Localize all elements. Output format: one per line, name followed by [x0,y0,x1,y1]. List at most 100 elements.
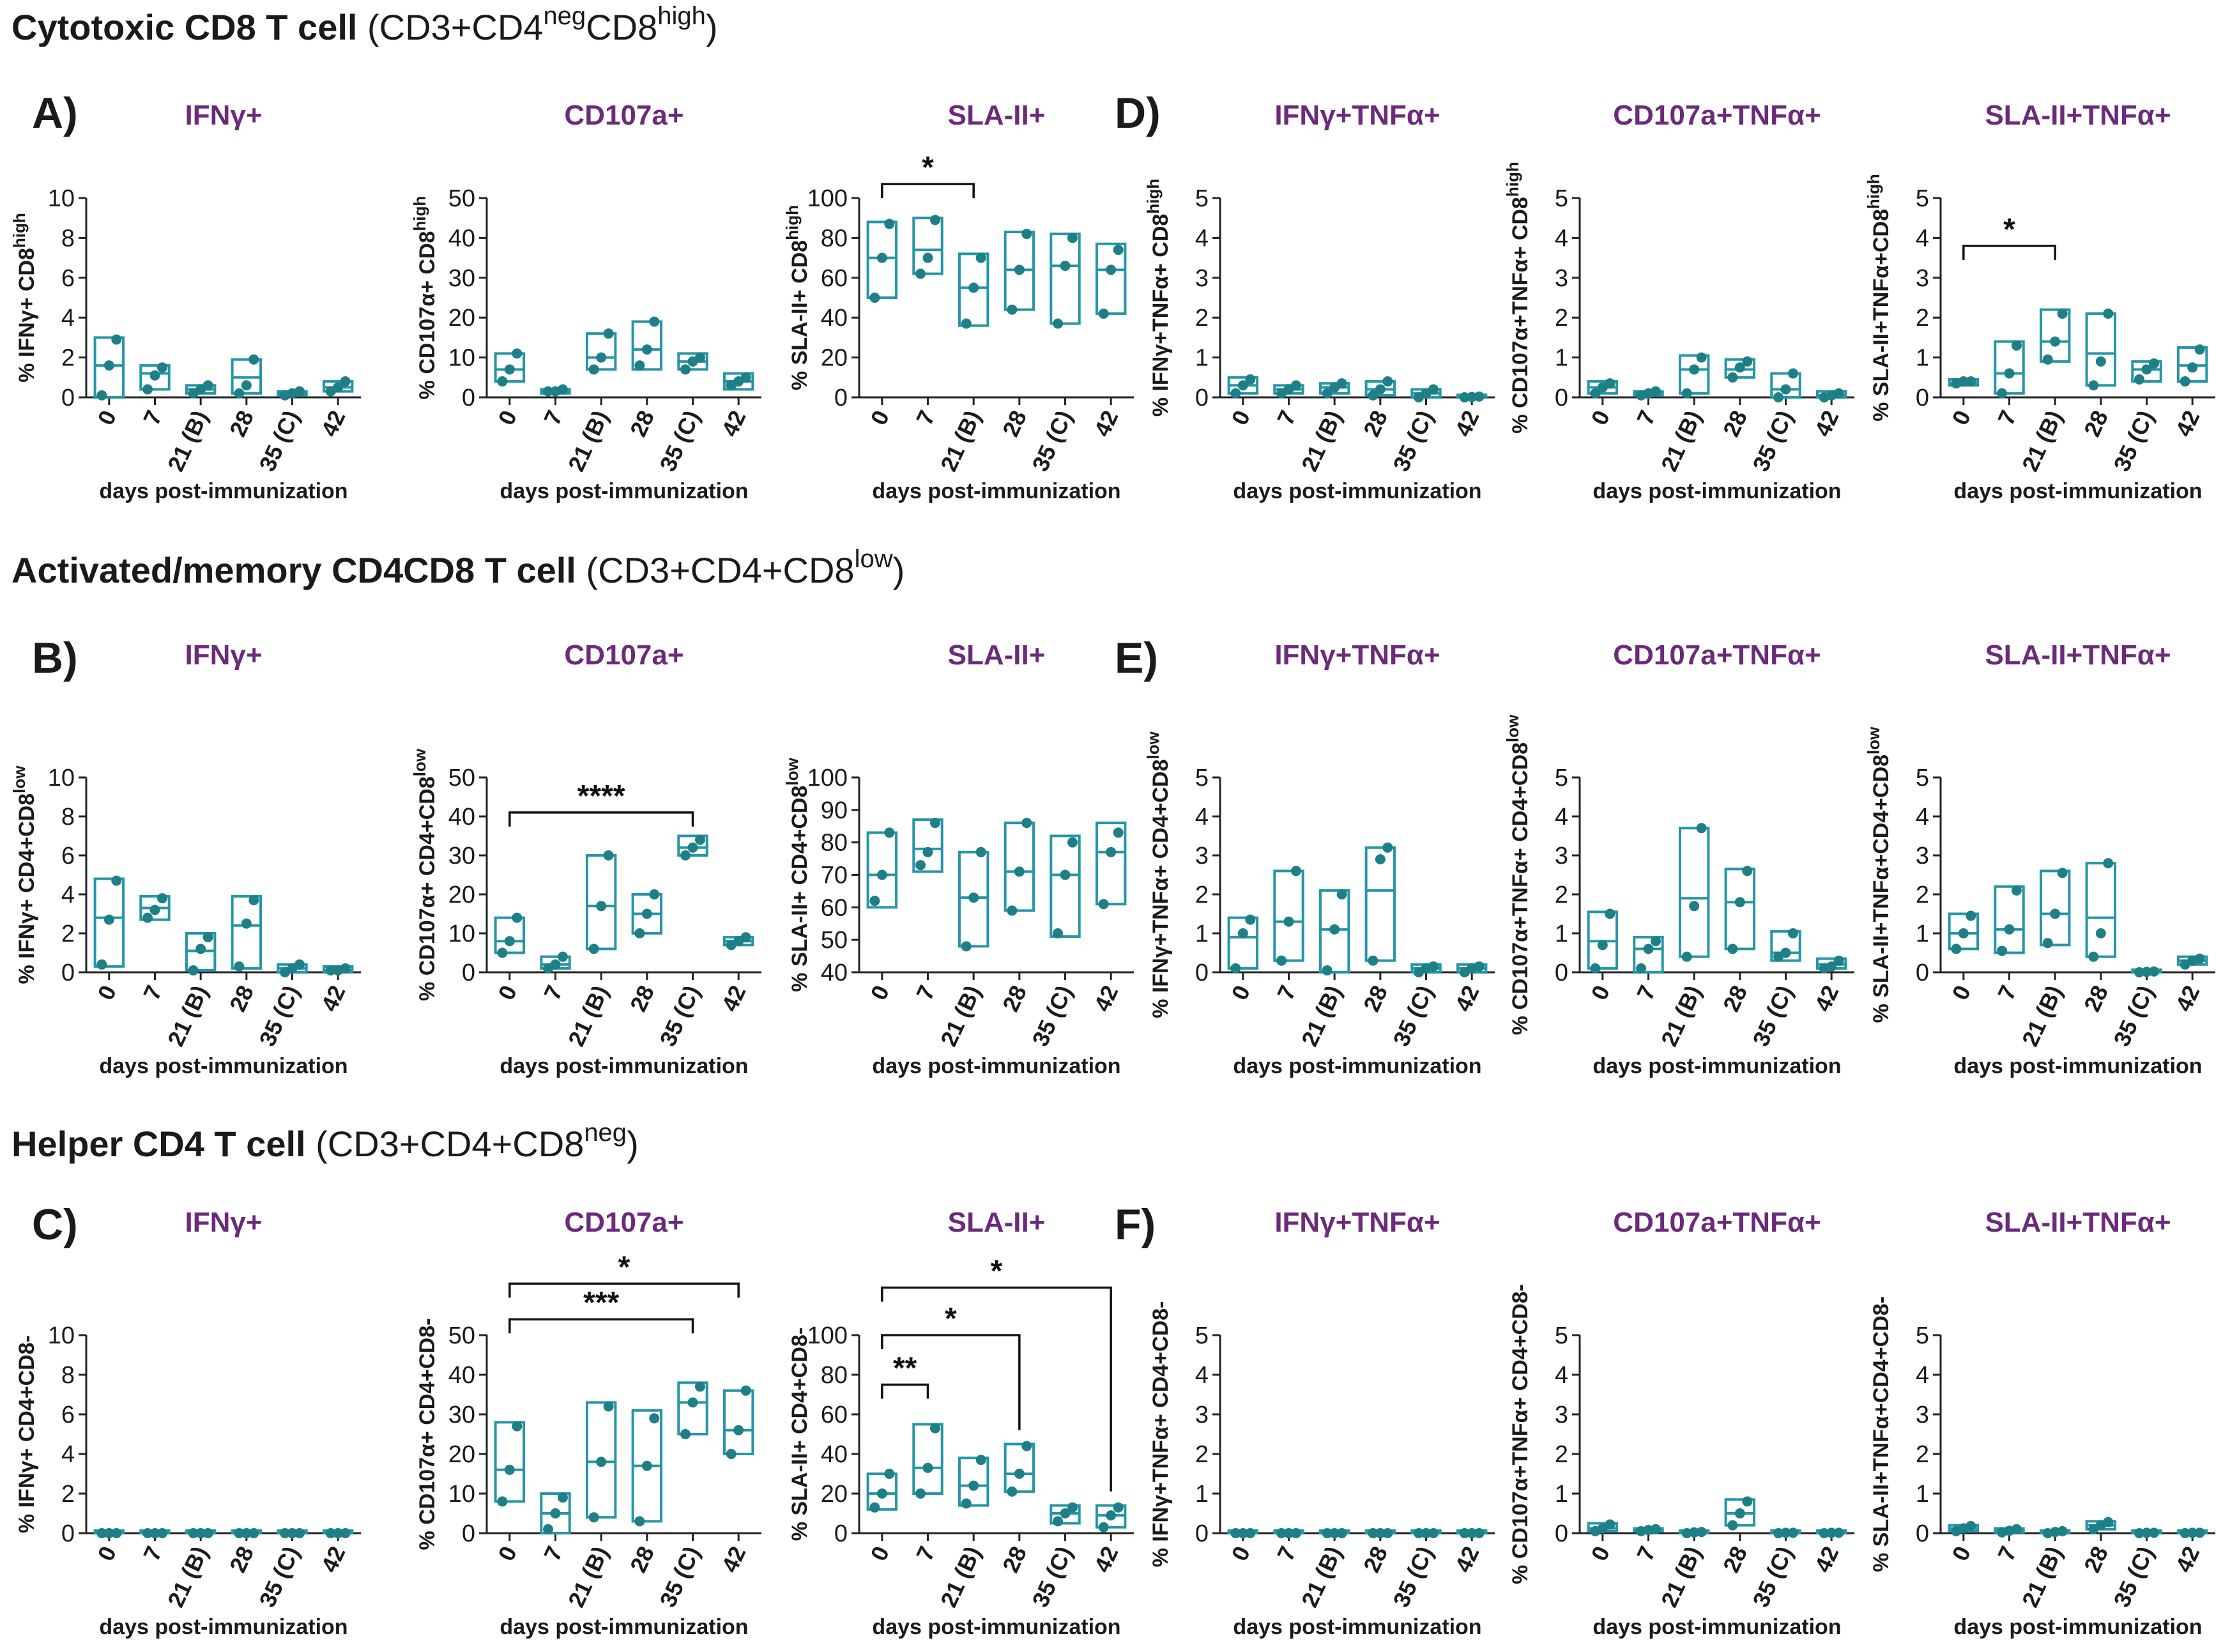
y-tick-label: 80 [821,225,848,252]
section-title-bold: Cytotoxic CD8 T cell [11,7,367,47]
data-point [641,344,652,355]
chart-panel-r1c3: IFNγ+TNFα+ 0 1 2 3 4 5 % IFNγ+TNFα+ CD4+CD8low 0… [1143,639,1495,1078]
y-tick-label: 5 [1555,185,1568,212]
data-point [1826,961,1837,972]
significance-bracket [508,1282,740,1298]
data-point [649,1413,660,1424]
box-4 [1770,929,1801,962]
data-point [1734,1508,1745,1518]
y-tick-label: 2 [1555,1441,1568,1468]
data-point [103,360,114,371]
data-point [869,1502,880,1513]
data-point [641,1460,652,1471]
data-point [504,936,515,947]
y-axis-label-text: % CD107α+TNFα+ CD4+CD8- [1508,1284,1532,1584]
significance-bracket [881,1334,1021,1430]
y-axis-label: % SLA-II+ CD4+CD8- [788,1327,812,1541]
y-axis-label-text: % SLA-II+ CD8 [788,240,812,390]
data-point [922,846,933,857]
x-tick-label: 21 (B) [1656,406,1706,475]
y-tick-label: 0 [61,1520,75,1547]
section-title-text: (CD3+CD4+CD8 [586,550,854,590]
significance-label: ** [893,1352,917,1386]
data-point [1060,1508,1071,1518]
y-tick-label: 20 [821,345,848,372]
box-2 [585,854,617,951]
x-tick-label: 35 (C) [2108,1542,2158,1611]
x-tick-label: 0 [92,1542,121,1564]
box-0 [494,916,526,954]
data-point [1375,854,1386,865]
box-2 [1678,827,1710,958]
data-point [96,959,107,970]
y-axis-label-text: % CD107α+ CD4+CD8- [415,1319,439,1550]
y-tick-label: 5 [1195,765,1209,792]
x-tick-label: 35 (C) [654,981,705,1050]
section-title-text: (CD3+CD4 [367,7,543,47]
y-tick-label: 6 [61,1402,75,1428]
data-point [1014,264,1025,275]
x-tick-label: 28 [224,1542,259,1577]
data-point [1290,866,1301,876]
box-4 [1050,233,1081,325]
box-0 [866,831,898,909]
x-tick-label: 21 (B) [1656,1542,1706,1611]
data-point [733,1425,744,1435]
x-tick-label: 42 [716,981,751,1016]
panel-letter: D) [1115,89,1161,137]
data-point [869,896,880,906]
data-point [188,965,199,975]
data-point [1113,1502,1124,1513]
x-tick-label: 35 (C) [254,1542,304,1611]
y-tick-label: 40 [448,804,475,830]
box-0 [494,352,526,383]
x-tick-label: 0 [1226,406,1255,429]
chart-panel-r1c2: SLA-II+ 40 50 60 70 80 90 100% SLA-II+ CD4+CD8l… [783,639,1134,1078]
y-tick-label: 30 [448,1402,475,1428]
data-point [929,215,940,226]
data-point [1237,380,1248,391]
y-axis-label: % IFNγ+ CD8high [10,213,39,383]
x-tick-label: 35 (C) [1387,406,1438,475]
data-point [149,1528,160,1538]
x-tick-label: 21 (B) [563,1542,613,1611]
data-point [1742,866,1753,876]
x-tick-label: 21 (B) [2017,981,2067,1050]
y-axis-label: % CD107α+ CD4+CD8- [415,1319,439,1550]
data-point [512,348,523,359]
data-point [1787,368,1798,379]
data-point [2134,374,2145,385]
box-1 [912,217,943,275]
y-tick-label: 4 [61,305,75,332]
y-tick-label: 1 [1195,921,1209,947]
data-point [241,918,252,929]
data-point [1329,1528,1340,1538]
data-point [2042,938,2053,949]
data-point [111,1528,122,1538]
y-tick-label: 100 [807,1322,848,1349]
data-point [1734,362,1745,373]
data-point [922,252,933,263]
x-tick-label: 42 [1088,406,1123,441]
x-tick-label: 21 (B) [2017,1542,2067,1611]
data-point [241,1528,252,1538]
y-tick-label: 5 [1916,185,1929,212]
x-tick-label: 0 [92,406,121,429]
y-axis-label-superscript: low [1503,714,1522,742]
data-point [2011,885,2022,896]
x-tick-label: 42 [1809,981,1844,1016]
data-point [2141,967,2152,977]
data-point [1336,378,1347,389]
chart-panel-r2c4: CD107a+TNFα+ 0 1 2 3 4 5 % CD107α+TNFα+ CD4+CD8… [1508,1207,1854,1639]
section-title-text: (CD3+CD4+CD8 [316,1124,584,1164]
data-point [1276,1528,1287,1538]
data-point [1727,372,1738,383]
y-axis-label-text: % SLA-II+ CD4+CD8 [788,786,812,992]
x-tick-label: 42 [1809,1542,1844,1577]
data-point [202,1528,213,1538]
panel-title: IFNγ+TNFα+ [1274,1207,1440,1238]
y-tick-label: 40 [821,1441,848,1468]
